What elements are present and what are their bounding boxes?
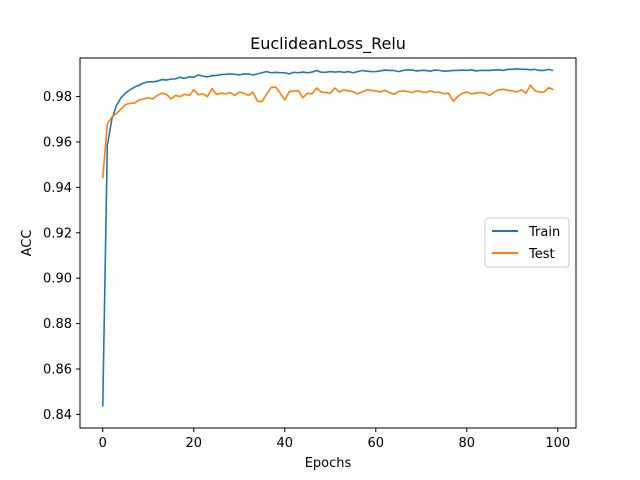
x-tick-label: 60 xyxy=(368,436,385,451)
y-tick-label: 0.92 xyxy=(43,226,72,241)
x-tick-label: 0 xyxy=(99,436,107,451)
y-axis-label: ACC xyxy=(20,230,35,257)
x-axis-label: Epochs xyxy=(305,456,352,471)
chart-title: EuclideanLoss_Relu xyxy=(250,34,406,54)
x-tick-label: 100 xyxy=(545,436,570,451)
y-tick-label: 0.86 xyxy=(43,362,72,377)
y-tick-label: 0.98 xyxy=(43,90,72,105)
x-tick-label: 80 xyxy=(459,436,476,451)
axes-frame xyxy=(79,57,577,429)
y-tick-label: 0.84 xyxy=(43,408,72,423)
legend-label-test: Test xyxy=(528,247,555,262)
y-tick-label: 0.90 xyxy=(43,272,72,287)
series-line-test xyxy=(101,84,554,179)
x-tick-label: 20 xyxy=(185,436,202,451)
y-tick-label: 0.88 xyxy=(43,317,72,332)
legend: Train Test xyxy=(484,217,570,268)
y-axis-ticks: 0.84 0.86 0.88 0.90 0.92 0.94 0.96 0.98 xyxy=(43,90,80,423)
series-layer xyxy=(101,68,554,407)
y-tick-label: 0.96 xyxy=(43,135,72,150)
x-axis-ticks: 0 20 40 60 80 100 xyxy=(99,428,570,451)
legend-label-train: Train xyxy=(528,225,560,240)
x-tick-label: 40 xyxy=(276,436,293,451)
series-line-train xyxy=(101,68,554,407)
y-tick-label: 0.94 xyxy=(43,181,72,196)
